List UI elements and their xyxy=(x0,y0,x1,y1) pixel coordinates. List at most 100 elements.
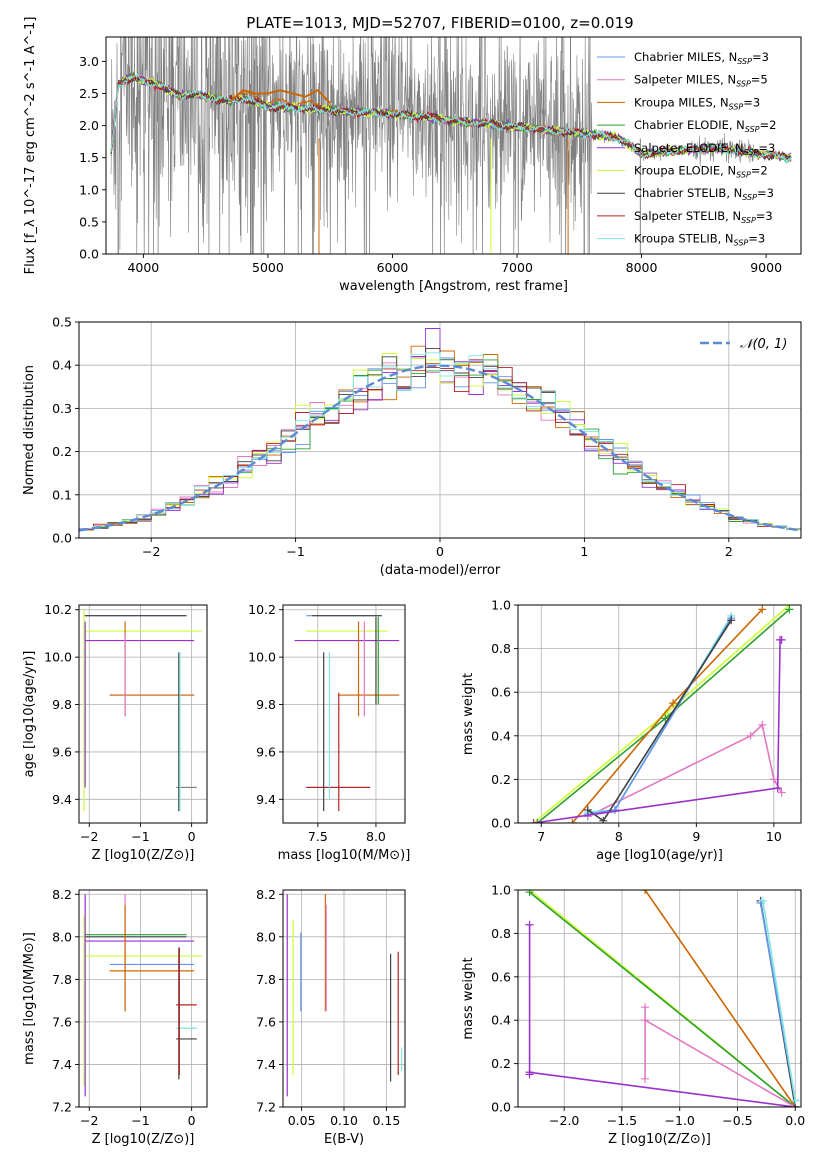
legend-label: Chabrier ELODIE, NSSP=2 xyxy=(634,118,776,134)
legend-nssp: =3 xyxy=(758,141,775,155)
y-tick-label: 9.8 xyxy=(256,697,276,712)
y-tick-label: 9.4 xyxy=(52,792,72,807)
x-tick-label: 0.0 xyxy=(785,1113,805,1128)
y-tick-label: 7.8 xyxy=(256,972,276,987)
y-tick-label: 7.6 xyxy=(52,1014,72,1029)
x-tick-label: 0.15 xyxy=(372,1113,400,1128)
plot-area xyxy=(110,37,792,254)
x-axis-label: age [log10(age/yr)] xyxy=(596,848,723,863)
x-tick-label: 0 xyxy=(188,1113,196,1128)
weight-marker xyxy=(758,896,767,905)
legend-nssp: =3 xyxy=(752,50,769,64)
figure-title: PLATE=1013, MJD=52707, FIBERID=0100, z=0… xyxy=(246,14,633,32)
x-axis-label: E(B-V) xyxy=(324,1132,364,1147)
x-tick-label: 1 xyxy=(580,544,588,559)
y-tick-label: 0.2 xyxy=(491,1056,511,1071)
y-tick-label: 0.0 xyxy=(52,531,72,546)
weight-line-7 xyxy=(762,900,796,1101)
x-axis-label: mass [log10(M/M⊙)] xyxy=(278,848,411,863)
y-axis-label: age [log10(age/yr)] xyxy=(22,651,37,778)
legend-sub: SSP xyxy=(734,239,749,248)
x-tick-label: −1 xyxy=(131,829,149,844)
axes-frame xyxy=(105,36,802,255)
y-tick-label: 0.4 xyxy=(491,1013,511,1028)
legend-nssp: =5 xyxy=(751,73,768,87)
y-tick-label: 8.2 xyxy=(52,887,72,902)
legend-sub: SSP xyxy=(736,80,751,89)
plot-area xyxy=(286,894,403,1097)
y-tick-label: 8.2 xyxy=(256,887,276,902)
weight-marker xyxy=(758,605,767,614)
y-tick-label: 0.5 xyxy=(52,315,72,330)
x-tick-label: −1 xyxy=(286,544,304,559)
legend-label: Kroupa STELIB, NSSP=3 xyxy=(634,232,765,248)
weight-marker xyxy=(610,805,619,814)
legend-nssp: =2 xyxy=(760,118,777,132)
y-tick-label: 0.0 xyxy=(491,816,511,831)
weight-marker xyxy=(669,699,678,708)
x-tick-label: 7.5 xyxy=(308,829,328,844)
weight-line-4 xyxy=(644,1007,796,1107)
weight-marker xyxy=(568,819,577,823)
panel-age-vs-z: −2 −1 0 9.4 9.6 9.8 10.0 10.2 Z [log10(Z/Z⊙)] age… xyxy=(22,602,208,863)
histogram-8 xyxy=(79,352,801,533)
y-tick-label: 9.4 xyxy=(256,792,276,807)
y-tick-label: 0.3 xyxy=(52,401,72,416)
x-axis-label: wavelength [Angstrom, rest frame] xyxy=(339,279,568,294)
y-tick-label: 1.0 xyxy=(491,883,511,898)
y-tick-label: 0.0 xyxy=(79,247,99,262)
legend-label: Salpeter STELIB, NSSP=3 xyxy=(634,209,773,225)
x-axis-label: Z [log10(Z/Z⊙)] xyxy=(92,1132,195,1147)
weight-line-5 xyxy=(587,617,732,816)
y-tick-label: 0.8 xyxy=(491,926,511,941)
y-tick-label: 0.5 xyxy=(79,214,99,229)
weight-marker xyxy=(641,1016,650,1025)
x-tick-label: −2 xyxy=(80,1113,98,1128)
panel-weight-vs-z: −2.0 −1.5 −1.0 −0.5 0.0 0.0 0.2 0.4 0.6 0.8 1.0 Z [… xyxy=(461,883,805,1148)
legend-sub: SSP xyxy=(745,125,760,134)
legend-nssp: =3 xyxy=(756,209,773,223)
weight-line-4 xyxy=(587,615,732,813)
x-tick-label: 6000 xyxy=(377,260,409,275)
y-tick-label: 9.8 xyxy=(52,697,72,712)
plot-area xyxy=(294,615,400,812)
weight-marker xyxy=(533,819,542,823)
axes-frame xyxy=(78,604,208,824)
legend-sub: SSP xyxy=(742,193,757,202)
y-tick-label: 0.2 xyxy=(491,772,511,787)
x-tick-label: 0 xyxy=(188,829,196,844)
y-tick-label: 7.4 xyxy=(256,1057,276,1072)
weight-marker xyxy=(641,1074,650,1083)
y-tick-label: 3.0 xyxy=(79,54,99,69)
orange-bump xyxy=(229,89,331,104)
x-tick-label: 5000 xyxy=(252,260,284,275)
y-tick-label: 10.2 xyxy=(44,602,72,617)
plot-area xyxy=(83,609,202,812)
weight-marker xyxy=(769,775,778,784)
weight-line-3 xyxy=(528,924,796,1107)
weight-marker xyxy=(599,816,608,823)
x-axis-label: Z [log10(Z/Z⊙)] xyxy=(92,848,195,863)
panel-mass-vs-z: −2 −1 0 7.2 7.4 7.6 7.8 8.0 8.2 Z [log10(Z/Z⊙)] ma… xyxy=(22,887,208,1147)
y-tick-label: 0.2 xyxy=(52,444,72,459)
weight-marker xyxy=(777,788,786,797)
legend-nssp: =3 xyxy=(743,95,760,109)
weight-marker xyxy=(746,731,755,740)
weight-marker xyxy=(791,1096,800,1105)
plot-area xyxy=(83,894,202,1097)
y-axis-label: mass weight xyxy=(461,957,476,1039)
x-tick-label: 8.0 xyxy=(366,829,386,844)
y-tick-label: 7.2 xyxy=(256,1100,276,1115)
y-tick-label: 8.0 xyxy=(256,929,276,944)
weight-marker xyxy=(525,1068,534,1077)
x-tick-label: 8000 xyxy=(626,260,658,275)
legend-nssp: =2 xyxy=(751,164,768,178)
legend-label: Chabrier STELIB, NSSP=3 xyxy=(634,186,774,202)
x-tick-label: 8 xyxy=(615,829,623,844)
panel-weight-vs-age: 7 8 9 10 0.0 0.2 0.4 0.6 0.8 1.0 age [log10(age/yr… xyxy=(461,598,802,863)
x-tick-label: −0.5 xyxy=(722,1113,752,1128)
axes-frame xyxy=(78,889,208,1108)
axes-frame xyxy=(282,604,406,824)
weight-marker xyxy=(773,784,782,793)
